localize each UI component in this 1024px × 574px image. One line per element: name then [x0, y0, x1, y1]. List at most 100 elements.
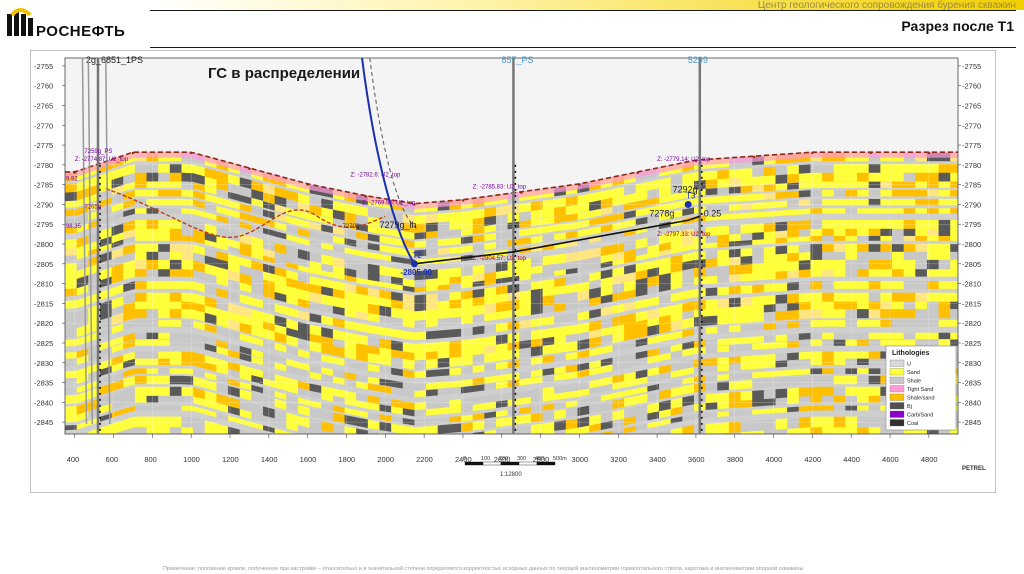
layer-cell — [903, 332, 916, 340]
layer-cell — [554, 223, 567, 232]
layer-cell — [822, 243, 835, 254]
layer-cell — [449, 220, 462, 230]
layer-cell — [589, 217, 602, 227]
layer-cell — [891, 309, 905, 319]
layer-cell — [798, 269, 811, 278]
layer-cell — [193, 359, 206, 369]
y-tick-label-right: -2830 — [962, 359, 981, 368]
legend-item-label: U — [907, 362, 911, 368]
layer-cell — [763, 254, 777, 266]
layer-cell — [915, 251, 928, 262]
layer-cell — [379, 414, 392, 422]
layer-cell — [717, 325, 730, 334]
layer-cell — [635, 350, 648, 360]
layer-cell — [379, 385, 392, 394]
layer-cell — [647, 383, 660, 392]
layer-cell — [123, 269, 136, 280]
layer-cell — [158, 309, 171, 319]
target-point — [684, 200, 692, 208]
layer-cell — [822, 395, 835, 403]
layer-cell — [181, 320, 194, 328]
layer-cell — [577, 425, 590, 434]
layer-cell — [670, 406, 683, 416]
layer-cell — [99, 243, 113, 253]
layer-cell — [647, 374, 660, 383]
y-tick-label-right: -2785 — [962, 181, 981, 190]
layer-cell — [857, 164, 870, 174]
layer-cell — [577, 322, 590, 335]
layer-cell — [297, 349, 311, 359]
layer-cell — [915, 269, 928, 277]
layer-cell — [169, 416, 182, 429]
layer-cell — [635, 393, 648, 405]
layer-cell — [833, 281, 846, 289]
layer-cell — [903, 189, 916, 197]
layer-cell — [379, 354, 392, 366]
layer-cell — [775, 237, 788, 244]
layer-cell — [880, 259, 893, 272]
x-tick-label: 3000 — [571, 455, 588, 464]
layer-cell — [309, 364, 322, 374]
layer-cell — [810, 309, 823, 319]
layer-cell — [495, 231, 509, 240]
layer-cell — [495, 310, 509, 320]
layer-cell — [624, 192, 637, 204]
layer-cell — [239, 322, 252, 335]
layer-cell — [647, 411, 660, 421]
layer-cell — [891, 251, 905, 262]
layer-cell — [891, 208, 905, 214]
layer-cell — [822, 368, 835, 374]
layer-cell — [565, 230, 579, 239]
layer-cell — [332, 405, 346, 414]
x-tick-label: 1200 — [222, 455, 239, 464]
layer-cell — [181, 405, 194, 412]
layer-cell — [857, 228, 870, 239]
layer-cell — [728, 410, 742, 417]
layer-cell — [647, 296, 660, 307]
layer-cell — [868, 164, 881, 174]
layer-cell — [554, 373, 567, 381]
layer-cell — [111, 399, 124, 410]
layer-cell — [787, 182, 800, 190]
layer-cell — [146, 320, 159, 327]
layer-cell — [857, 172, 870, 182]
layer-cell — [857, 219, 870, 232]
layer-cell — [297, 227, 311, 238]
layer-cell — [554, 353, 567, 362]
layer-cell — [123, 339, 136, 350]
layer-cell — [449, 291, 462, 303]
layer-cell — [589, 226, 602, 235]
layer-cell — [682, 300, 695, 314]
layer-cell — [845, 386, 858, 398]
layer-cell — [181, 395, 194, 404]
layer-cell — [635, 287, 648, 297]
layer-cell — [717, 401, 730, 410]
layer-cell — [239, 305, 252, 319]
layer-cell — [169, 320, 182, 327]
layer-cell — [332, 369, 346, 379]
layer-cell — [263, 201, 276, 211]
layer-cell — [705, 287, 718, 297]
layer-cell — [111, 184, 124, 196]
layer-cell — [763, 311, 777, 322]
layer-cell — [484, 302, 497, 316]
layer-cell — [554, 366, 567, 375]
layer-cell — [65, 218, 78, 226]
layer-cell — [286, 358, 299, 369]
layer-cell — [437, 247, 450, 255]
layer-cell — [915, 259, 928, 272]
layer-cell — [158, 332, 171, 340]
layer-cell — [111, 193, 124, 204]
series-point-u2-top — [189, 151, 193, 155]
layer-cell — [228, 349, 241, 360]
layer-cell — [915, 339, 928, 346]
layer-cell — [286, 421, 299, 432]
layer-cell — [402, 285, 415, 293]
y-tick-label-right: -2765 — [962, 101, 981, 110]
layer-cell — [822, 208, 835, 214]
layer-cell — [181, 269, 194, 278]
layer-cell — [647, 251, 660, 259]
layer-cell — [169, 309, 182, 319]
layer-cell — [670, 183, 683, 195]
layer-cell — [239, 177, 252, 190]
